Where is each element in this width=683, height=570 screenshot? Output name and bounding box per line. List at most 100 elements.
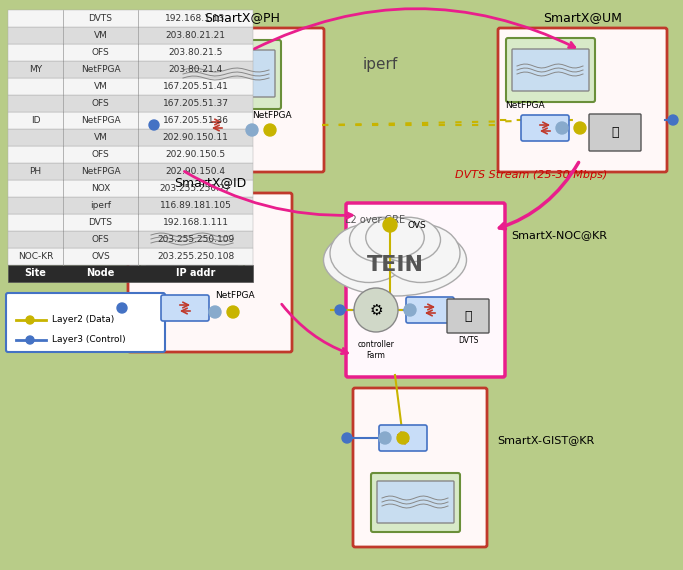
Text: ID: ID	[31, 116, 40, 125]
Text: NOC-KR: NOC-KR	[18, 252, 53, 261]
Text: VM: VM	[94, 82, 107, 91]
Text: iperf: iperf	[363, 58, 398, 72]
FancyBboxPatch shape	[193, 112, 241, 138]
Text: OFS: OFS	[92, 48, 109, 57]
FancyBboxPatch shape	[353, 388, 487, 547]
Text: iperf: iperf	[90, 201, 111, 210]
Text: NetFPGA: NetFPGA	[81, 167, 120, 176]
Text: NetFPGA: NetFPGA	[505, 100, 544, 109]
Text: 203.80.21.21: 203.80.21.21	[165, 31, 225, 40]
FancyBboxPatch shape	[498, 28, 667, 172]
Text: DVTS: DVTS	[89, 14, 113, 23]
Text: OFS: OFS	[92, 235, 109, 244]
FancyBboxPatch shape	[346, 203, 505, 377]
Text: OFS: OFS	[92, 99, 109, 108]
FancyBboxPatch shape	[140, 205, 244, 274]
Text: MY: MY	[29, 65, 42, 74]
Circle shape	[383, 218, 397, 232]
Text: PH: PH	[29, 167, 42, 176]
Text: Layer3 (Control): Layer3 (Control)	[52, 336, 126, 344]
Ellipse shape	[330, 224, 408, 283]
Circle shape	[397, 432, 409, 444]
Bar	[8, 214, 253, 231]
Text: 202.90.150.5: 202.90.150.5	[165, 150, 225, 159]
Circle shape	[26, 336, 34, 344]
Bar	[8, 180, 253, 197]
Circle shape	[246, 124, 258, 136]
Text: SmartX@UM: SmartX@UM	[543, 11, 622, 25]
Circle shape	[264, 124, 276, 136]
Text: 167.205.51.41: 167.205.51.41	[163, 82, 228, 91]
Text: 203.80.21.5: 203.80.21.5	[168, 48, 223, 57]
Text: 203.255.250.109: 203.255.250.109	[157, 235, 234, 244]
Circle shape	[668, 115, 678, 125]
Text: Layer2 (Data): Layer2 (Data)	[52, 316, 114, 324]
FancyBboxPatch shape	[128, 193, 292, 352]
Ellipse shape	[366, 217, 424, 258]
Text: VM: VM	[94, 133, 107, 142]
Circle shape	[209, 306, 221, 318]
Text: SmartX-GIST@KR: SmartX-GIST@KR	[497, 435, 594, 445]
Bar	[8, 231, 253, 248]
Text: 167.205.51.36: 167.205.51.36	[163, 116, 229, 125]
Bar	[8, 248, 253, 265]
Bar	[8, 78, 253, 95]
Text: NOX: NOX	[91, 184, 110, 193]
Bar	[8, 44, 253, 61]
Circle shape	[354, 288, 398, 332]
Circle shape	[335, 305, 345, 315]
Text: L2 over GRE: L2 over GRE	[345, 215, 405, 225]
Text: TEIN: TEIN	[367, 255, 423, 275]
FancyBboxPatch shape	[178, 50, 275, 97]
FancyBboxPatch shape	[146, 213, 238, 265]
Text: NetFPGA: NetFPGA	[81, 65, 120, 74]
Text: DVTS: DVTS	[89, 218, 113, 227]
Ellipse shape	[324, 224, 466, 296]
Text: NetFPGA: NetFPGA	[215, 291, 255, 299]
Text: 192.168.1.13: 192.168.1.13	[165, 14, 225, 23]
Text: 203.255.250.27: 203.255.250.27	[160, 184, 231, 193]
Circle shape	[117, 303, 127, 313]
Text: NetFPGA: NetFPGA	[252, 111, 292, 120]
Bar	[8, 27, 253, 44]
Circle shape	[404, 304, 416, 316]
Text: 203.255.250.108: 203.255.250.108	[157, 252, 234, 261]
FancyBboxPatch shape	[506, 38, 595, 102]
FancyBboxPatch shape	[406, 297, 454, 323]
FancyBboxPatch shape	[6, 293, 165, 352]
Text: SmartX@ID: SmartX@ID	[174, 177, 246, 189]
Bar	[8, 112, 253, 129]
FancyBboxPatch shape	[172, 40, 281, 109]
Text: 202.90.150.4: 202.90.150.4	[165, 167, 225, 176]
Text: 167.205.51.37: 167.205.51.37	[163, 99, 229, 108]
Bar	[8, 146, 253, 163]
Bar	[8, 265, 253, 282]
Bar	[8, 61, 253, 78]
Text: VM: VM	[94, 31, 107, 40]
FancyBboxPatch shape	[160, 28, 324, 172]
Bar	[8, 95, 253, 112]
Text: SmartX-NOC@KR: SmartX-NOC@KR	[511, 230, 607, 240]
Circle shape	[26, 316, 34, 324]
Bar	[8, 129, 253, 146]
Text: 203.80.21.4: 203.80.21.4	[169, 65, 223, 74]
FancyBboxPatch shape	[521, 115, 569, 141]
Text: 📺: 📺	[611, 127, 619, 140]
FancyBboxPatch shape	[161, 295, 209, 321]
FancyBboxPatch shape	[589, 114, 641, 151]
Text: OFS: OFS	[92, 150, 109, 159]
FancyBboxPatch shape	[447, 299, 489, 333]
Text: 202.90.150.11: 202.90.150.11	[163, 133, 228, 142]
Text: IP addr: IP addr	[176, 268, 215, 279]
Text: NetFPGA: NetFPGA	[81, 116, 120, 125]
Text: OVS: OVS	[91, 252, 110, 261]
Text: controller
Farm: controller Farm	[358, 340, 395, 360]
Text: 116.89.181.105: 116.89.181.105	[160, 201, 232, 210]
FancyBboxPatch shape	[371, 473, 460, 532]
Text: 192.168.1.111: 192.168.1.111	[163, 218, 229, 227]
Text: Site: Site	[25, 268, 46, 279]
Circle shape	[556, 122, 568, 134]
FancyBboxPatch shape	[377, 481, 454, 523]
Text: 💻: 💻	[464, 311, 472, 324]
Circle shape	[149, 120, 159, 130]
